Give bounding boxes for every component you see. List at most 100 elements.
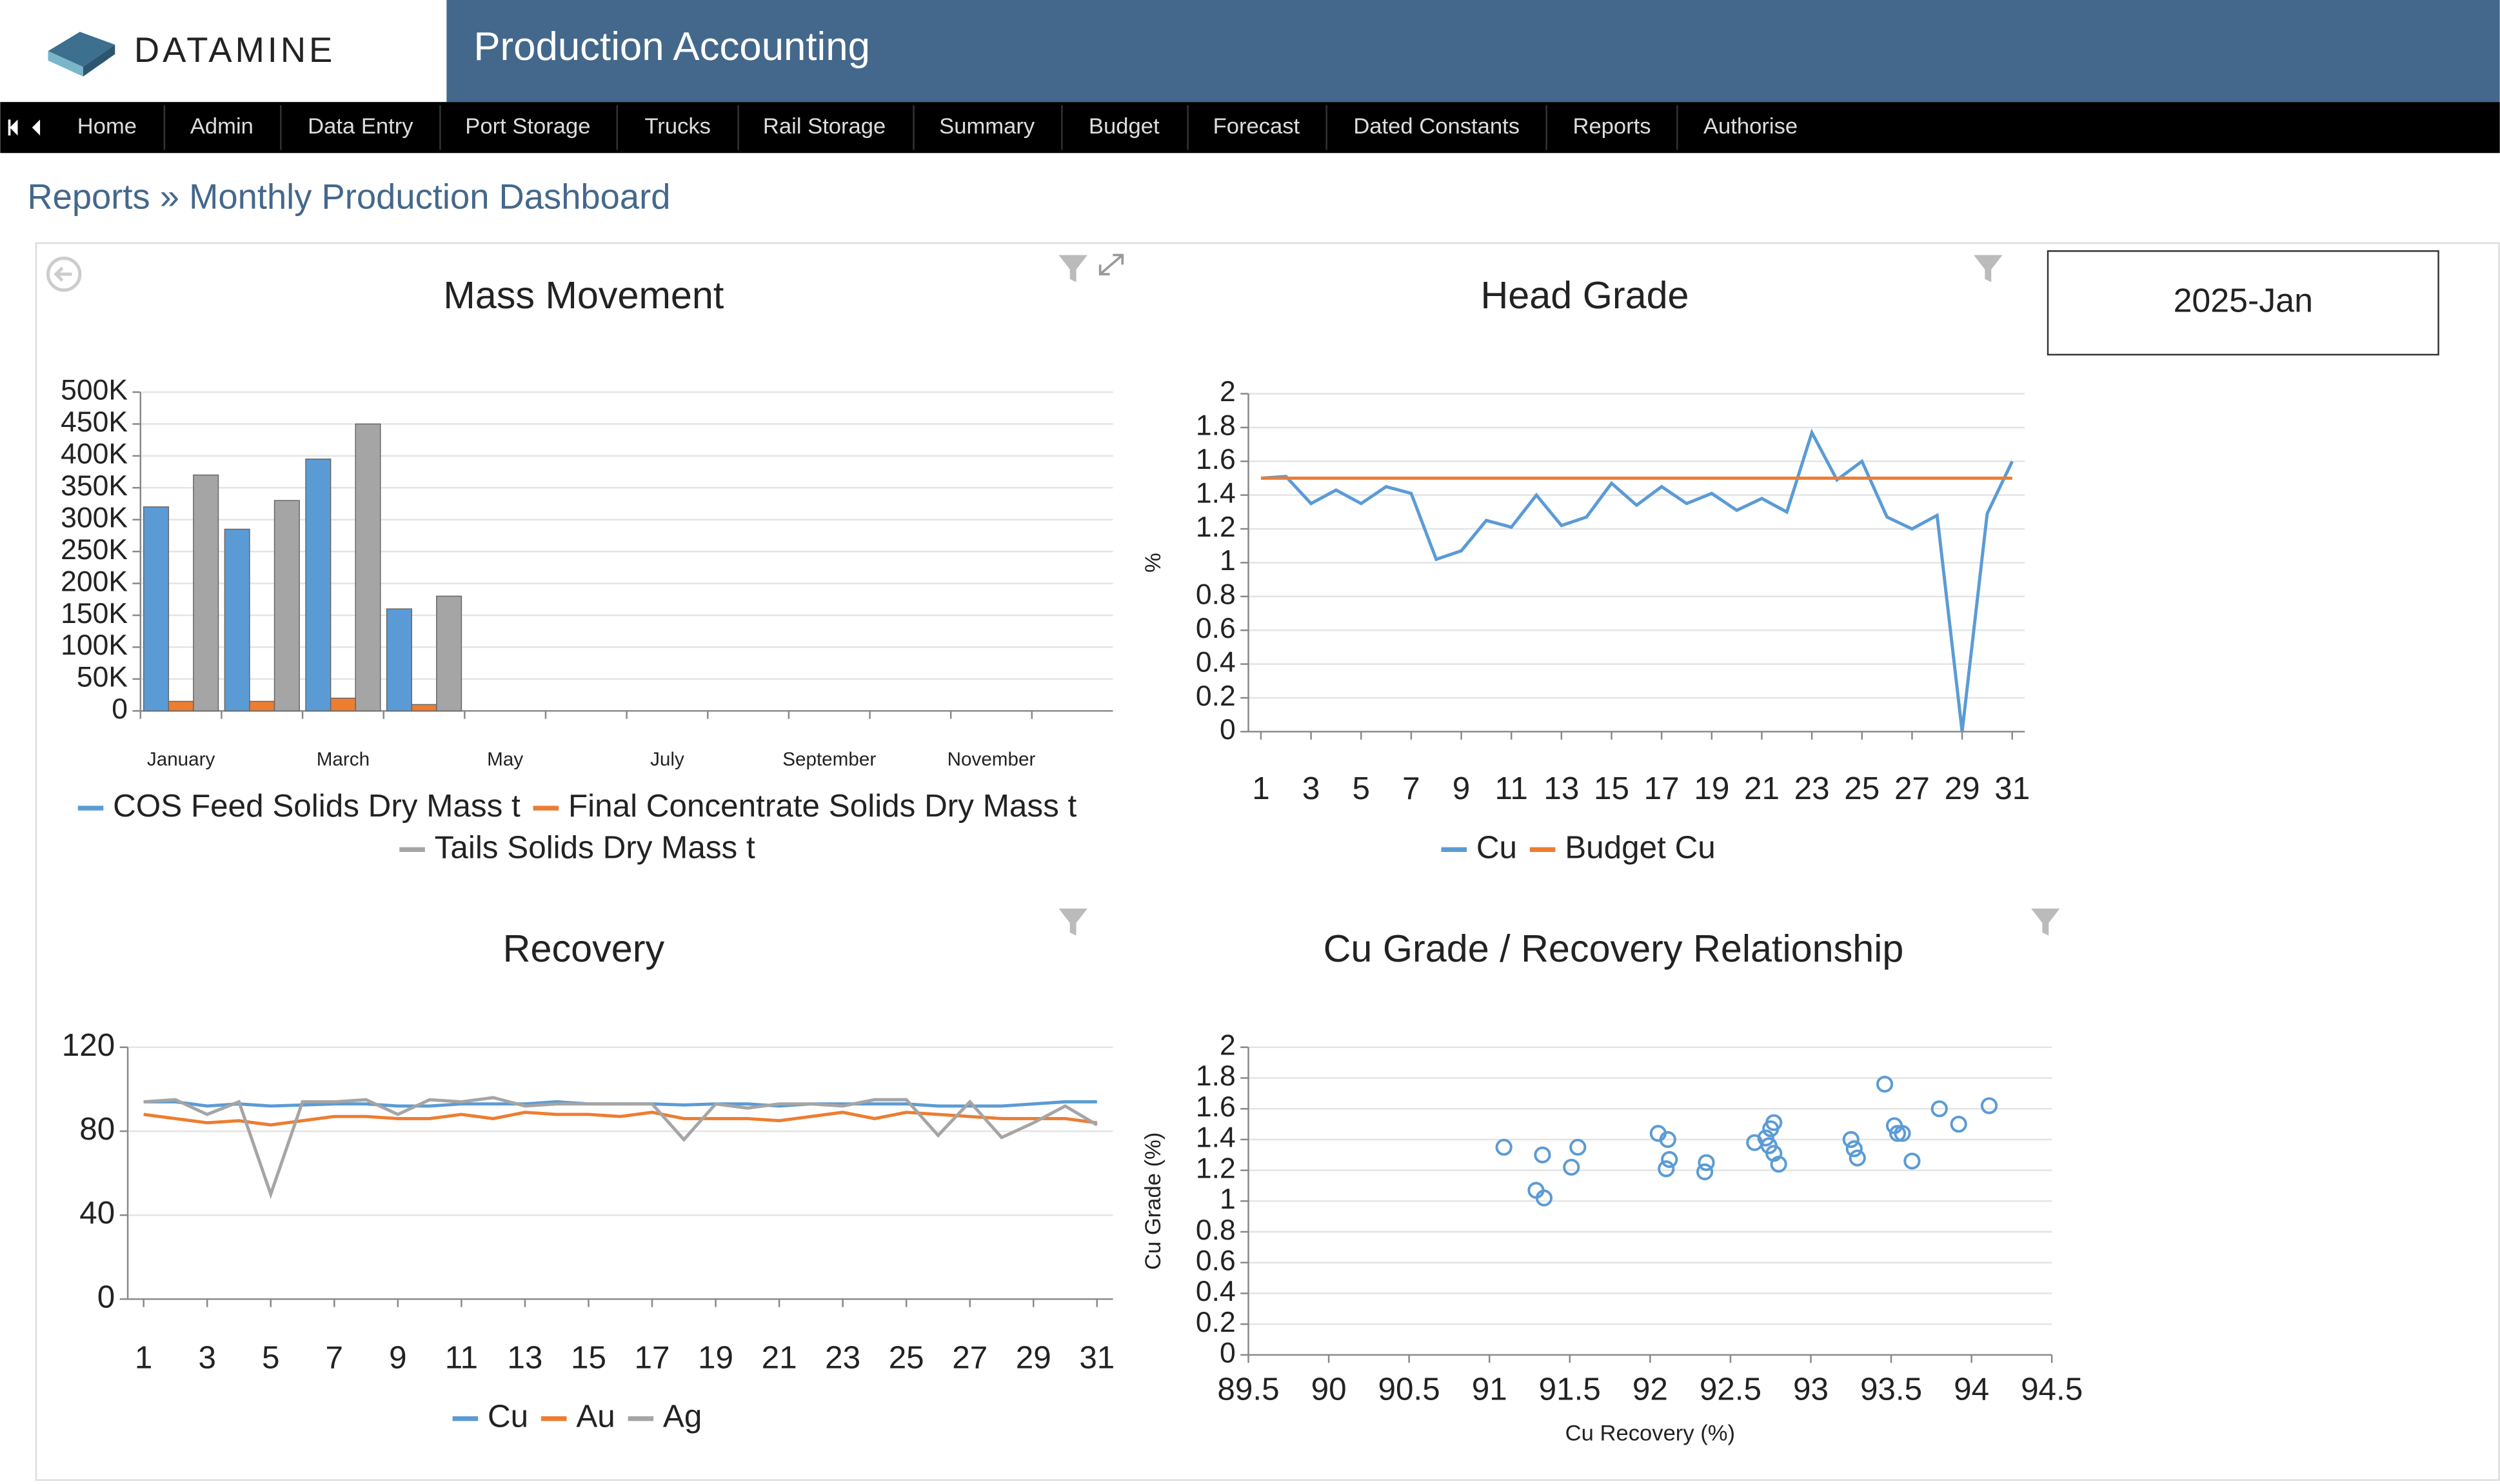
legend-item[interactable]: Ag <box>628 1399 702 1434</box>
nav-item[interactable]: Dated Constants <box>1353 114 1520 139</box>
x-axis-title: Cu Recovery (%) <box>1565 1421 1735 1446</box>
y-tick-label: 50K <box>77 662 128 693</box>
x-tick-label: 31 <box>1994 771 2030 806</box>
nav-first-bar <box>8 119 11 136</box>
legend-item[interactable]: Au <box>541 1399 615 1434</box>
x-tick-label: March <box>317 749 370 770</box>
y-tick-label: 1.6 <box>1196 444 1236 475</box>
scatter-point <box>1661 1151 1678 1169</box>
legend-item[interactable]: COS Feed Solids Dry Mass t <box>77 788 521 824</box>
x-tick-label: 19 <box>698 1340 733 1375</box>
x-tick-label: 7 <box>1402 771 1420 806</box>
x-tick-label: 3 <box>198 1340 215 1375</box>
nav-item[interactable]: Rail Storage <box>763 114 886 139</box>
bar <box>386 608 412 712</box>
scatter-point <box>1849 1149 1866 1167</box>
x-tick-label: 23 <box>1794 771 1830 806</box>
y-tick-label: 0.4 <box>1196 1276 1236 1307</box>
y-tick-label: 1.8 <box>1196 410 1236 442</box>
nav-item[interactable]: Budget <box>1089 114 1160 139</box>
y-tick-label: 500K <box>61 375 128 406</box>
legend-label: Final Concentrate Solids Dry Mass t <box>568 788 1077 824</box>
nav-item[interactable]: Reports <box>1572 114 1651 139</box>
y-tick-label: 0.2 <box>1196 680 1236 712</box>
y-tick-label: 0 <box>112 693 128 725</box>
nav-item[interactable]: Trucks <box>644 114 711 139</box>
nav-item[interactable]: Authorise <box>1703 114 1798 139</box>
nav-item[interactable]: Home <box>77 114 137 139</box>
y-tick-label: 0.6 <box>1196 613 1236 644</box>
y-tick-label: 1 <box>1220 545 1236 577</box>
back-arrow <box>54 266 72 282</box>
chart: Cu Grade / Recovery Relationship00.20.40… <box>1141 927 2083 1445</box>
legend-item[interactable]: Tails Solids Dry Mass t <box>399 829 755 865</box>
filter-icon[interactable] <box>1058 908 1087 936</box>
legend-item[interactable]: Budget Cu <box>1529 829 1716 865</box>
y-tick-label: 1.6 <box>1196 1091 1236 1123</box>
scatter-point <box>1659 1131 1676 1149</box>
bar <box>168 700 194 712</box>
y-tick-label: 0.8 <box>1196 579 1236 611</box>
scatter-point <box>1842 1131 1860 1149</box>
y-tick-label: 2 <box>1220 376 1236 408</box>
nav-item[interactable]: Summary <box>939 114 1035 139</box>
filter-icon[interactable] <box>1058 255 1087 282</box>
x-tick-label: 92 <box>1632 1372 1668 1407</box>
x-tick-label: 21 <box>762 1340 797 1375</box>
nav-bar <box>0 102 2500 153</box>
expand-icon[interactable] <box>1098 253 1124 275</box>
x-tick-label: 15 <box>1594 771 1629 806</box>
back-icon[interactable] <box>46 256 82 292</box>
y-tick-label: 1.2 <box>1196 511 1236 543</box>
nav-item[interactable]: Forecast <box>1213 114 1300 139</box>
nav-item[interactable]: Data Entry <box>308 114 413 139</box>
y-tick-label: 200K <box>61 566 128 597</box>
bar <box>330 697 356 712</box>
app-title: Production Accounting <box>473 25 870 69</box>
legend-item[interactable]: Final Concentrate Solids Dry Mass t <box>533 788 1077 824</box>
x-tick-label: 23 <box>825 1340 860 1375</box>
bar <box>355 423 381 712</box>
x-tick-label: 25 <box>889 1340 924 1375</box>
y-tick-label: 250K <box>61 534 128 566</box>
x-tick-label: 9 <box>1453 771 1471 806</box>
breadcrumb[interactable]: Reports » Monthly Production Dashboard <box>27 177 670 216</box>
nav-item[interactable]: Admin <box>190 114 253 139</box>
y-tick-label: 150K <box>61 598 128 629</box>
x-tick-label: 93.5 <box>1860 1372 1922 1407</box>
nav-first[interactable] <box>10 119 18 136</box>
scatter-point <box>1930 1100 1948 1118</box>
filter-icon[interactable] <box>1974 255 2003 282</box>
bar <box>143 506 170 712</box>
x-tick-label: 7 <box>326 1340 343 1375</box>
legend-item[interactable]: Cu <box>452 1399 529 1434</box>
filter-icon[interactable] <box>2031 908 2060 936</box>
x-tick-label: 11 <box>445 1340 478 1375</box>
chart-title: Mass Movement <box>443 273 724 317</box>
nav-prev[interactable] <box>32 119 41 136</box>
period-box[interactable] <box>2047 250 2439 356</box>
line-series <box>1260 428 2014 732</box>
legend-label: Cu <box>488 1399 528 1434</box>
x-tick-label: 19 <box>1694 771 1729 806</box>
legend-label: Au <box>576 1399 615 1434</box>
scatter-point <box>1698 1154 1715 1171</box>
x-tick-label: 31 <box>1079 1340 1115 1375</box>
period: 2025-Jan <box>2174 281 2313 319</box>
scatter-point <box>1950 1115 1967 1133</box>
legend-item[interactable]: Cu <box>1441 829 1518 865</box>
x-tick-label: 17 <box>635 1340 670 1375</box>
nav-item[interactable]: Port Storage <box>465 114 590 139</box>
y-tick-label: 120 <box>62 1027 115 1063</box>
y-tick-label: 1.4 <box>1196 477 1236 509</box>
x-tick-label: 13 <box>1543 771 1579 806</box>
y-tick-label: 1.8 <box>1196 1060 1236 1092</box>
chart-title: Head Grade <box>1480 273 1689 317</box>
y-tick-label: 0 <box>97 1279 115 1314</box>
scatter-point <box>1894 1125 1911 1142</box>
bar <box>224 528 250 712</box>
bar <box>273 500 300 712</box>
x-tick-label: 27 <box>1894 771 1930 806</box>
